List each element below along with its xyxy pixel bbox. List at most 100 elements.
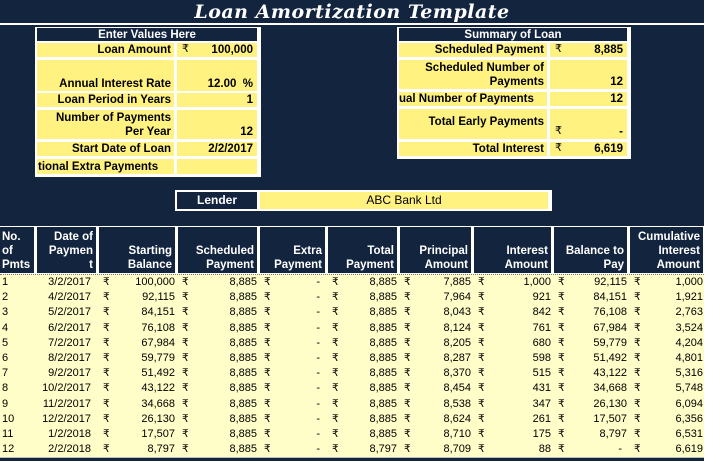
cell-cumulative[interactable]: ₹4,204	[630, 336, 706, 351]
cell-total[interactable]: ₹8,885	[328, 336, 400, 351]
cell-no[interactable]: 3	[2, 306, 9, 319]
cell-principal[interactable]: ₹7,885	[400, 275, 474, 290]
cell-no[interactable]: 2	[2, 291, 9, 304]
cell-interest[interactable]: ₹680	[474, 336, 554, 351]
cell-interest[interactable]: ₹842	[474, 305, 554, 320]
cell-cumulative[interactable]: ₹3,524	[630, 321, 706, 336]
cell-sched[interactable]: ₹8,885	[178, 336, 260, 351]
cell-sched[interactable]: ₹8,885	[178, 275, 260, 290]
cell-interest[interactable]: ₹921	[474, 290, 554, 305]
cell-extra[interactable]: ₹ -	[260, 290, 328, 305]
cell-cumulative[interactable]: ₹1,921	[630, 290, 706, 305]
cell-date[interactable]: 11/2/2017	[37, 397, 99, 412]
cell-start[interactable]: ₹8,797	[99, 442, 178, 457]
cell-no[interactable]: 6	[2, 351, 9, 364]
cell-extra[interactable]: ₹ -	[260, 442, 328, 457]
cell-extra[interactable]: ₹ -	[260, 275, 328, 290]
cell-start[interactable]: ₹76,108	[99, 321, 178, 336]
cell-sched[interactable]: ₹8,885	[178, 412, 260, 427]
cell-sched[interactable]: ₹8,885	[178, 290, 260, 305]
cell-date[interactable]: 6/2/2017	[37, 321, 99, 336]
cell-date[interactable]: 1/2/2018	[37, 427, 99, 442]
cell-total[interactable]: ₹8,885	[328, 366, 400, 381]
cell-interest[interactable]: ₹515	[474, 366, 554, 381]
cell-cumulative[interactable]: ₹5,316	[630, 366, 706, 381]
cell-total[interactable]: ₹8,885	[328, 290, 400, 305]
cell-principal[interactable]: ₹7,964	[400, 290, 474, 305]
cell-balance[interactable]: ₹17,507	[554, 412, 630, 427]
cell-balance[interactable]: ₹51,492	[554, 351, 630, 366]
cell-balance[interactable]: ₹76,108	[554, 305, 630, 320]
cell-interest[interactable]: ₹88	[474, 442, 554, 457]
interest-rate-input[interactable]: 12.00 %	[177, 60, 257, 91]
cell-principal[interactable]: ₹8,124	[400, 321, 474, 336]
cell-no[interactable]: 5	[2, 336, 9, 349]
payments-per-year-input[interactable]: 12	[177, 110, 257, 139]
cell-interest[interactable]: ₹261	[474, 412, 554, 427]
cell-cumulative[interactable]: ₹5,748	[630, 381, 706, 396]
cell-balance[interactable]: ₹26,130	[554, 397, 630, 412]
cell-no[interactable]: 9	[2, 397, 9, 410]
cell-date[interactable]: 9/2/2017	[37, 366, 99, 381]
cell-date[interactable]: 3/2/2017	[37, 275, 99, 290]
cell-cumulative[interactable]: ₹4,801	[630, 351, 706, 366]
cell-cumulative[interactable]: ₹6,356	[630, 412, 706, 427]
cell-date[interactable]: 10/2/2017	[37, 381, 99, 396]
cell-total[interactable]: ₹8,885	[328, 351, 400, 366]
cell-start[interactable]: ₹34,668	[99, 397, 178, 412]
start-date-input[interactable]: 2/2/2017	[177, 142, 257, 156]
cell-date[interactable]: 8/2/2017	[37, 351, 99, 366]
cell-start[interactable]: ₹100,000	[99, 275, 178, 290]
cell-no[interactable]: 11	[2, 427, 14, 440]
cell-start[interactable]: ₹51,492	[99, 366, 178, 381]
cell-no[interactable]: 1	[2, 276, 9, 288]
cell-balance[interactable]: ₹34,668	[554, 381, 630, 396]
cell-principal[interactable]: ₹8,624	[400, 412, 474, 427]
cell-extra[interactable]: ₹ -	[260, 336, 328, 351]
cell-extra[interactable]: ₹ -	[260, 305, 328, 320]
cell-no[interactable]: 8	[2, 382, 9, 395]
extra-payments-input[interactable]	[177, 159, 257, 174]
cell-principal[interactable]: ₹8,370	[400, 366, 474, 381]
loan-amount-input[interactable]: ₹100,000	[177, 43, 257, 57]
cell-start[interactable]: ₹43,122	[99, 381, 178, 396]
cell-extra[interactable]: ₹ -	[260, 381, 328, 396]
cell-cumulative[interactable]: ₹2,763	[630, 305, 706, 320]
cell-extra[interactable]: ₹ -	[260, 397, 328, 412]
cell-sched[interactable]: ₹8,885	[178, 351, 260, 366]
cell-total[interactable]: ₹8,797	[328, 442, 400, 457]
cell-start[interactable]: ₹17,507	[99, 427, 178, 442]
cell-sched[interactable]: ₹8,885	[178, 397, 260, 412]
cell-total[interactable]: ₹8,885	[328, 275, 400, 290]
cell-principal[interactable]: ₹8,454	[400, 381, 474, 396]
cell-balance[interactable]: ₹84,151	[554, 290, 630, 305]
cell-balance[interactable]: ₹59,779	[554, 336, 630, 351]
cell-principal[interactable]: ₹8,287	[400, 351, 474, 366]
cell-principal[interactable]: ₹8,043	[400, 305, 474, 320]
cell-start[interactable]: ₹67,984	[99, 336, 178, 351]
cell-no[interactable]: 7	[2, 367, 9, 380]
cell-no[interactable]: 4	[2, 321, 9, 334]
cell-interest[interactable]: ₹431	[474, 381, 554, 396]
cell-total[interactable]: ₹8,885	[328, 427, 400, 442]
cell-no[interactable]: 10	[2, 412, 15, 425]
cell-total[interactable]: ₹8,885	[328, 305, 400, 320]
lender-input[interactable]: ABC Bank Ltd	[260, 192, 548, 209]
loan-period-input[interactable]: 1	[177, 93, 257, 107]
cell-principal[interactable]: ₹8,538	[400, 397, 474, 412]
cell-start[interactable]: ₹92,115	[99, 290, 178, 305]
cell-total[interactable]: ₹8,885	[328, 321, 400, 336]
cell-sched[interactable]: ₹8,885	[178, 366, 260, 381]
cell-cumulative[interactable]: ₹6,531	[630, 427, 706, 442]
cell-principal[interactable]: ₹8,709	[400, 442, 474, 457]
cell-principal[interactable]: ₹8,205	[400, 336, 474, 351]
cell-balance[interactable]: ₹43,122	[554, 366, 630, 381]
cell-interest[interactable]: ₹598	[474, 351, 554, 366]
cell-date[interactable]: 7/2/2017	[37, 336, 99, 351]
cell-balance[interactable]: ₹8,797	[554, 427, 630, 442]
cell-interest[interactable]: ₹761	[474, 321, 554, 336]
cell-interest[interactable]: ₹175	[474, 427, 554, 442]
cell-interest[interactable]: ₹1,000	[474, 275, 554, 290]
cell-balance[interactable]: ₹ -	[554, 442, 630, 457]
cell-sched[interactable]: ₹8,885	[178, 381, 260, 396]
